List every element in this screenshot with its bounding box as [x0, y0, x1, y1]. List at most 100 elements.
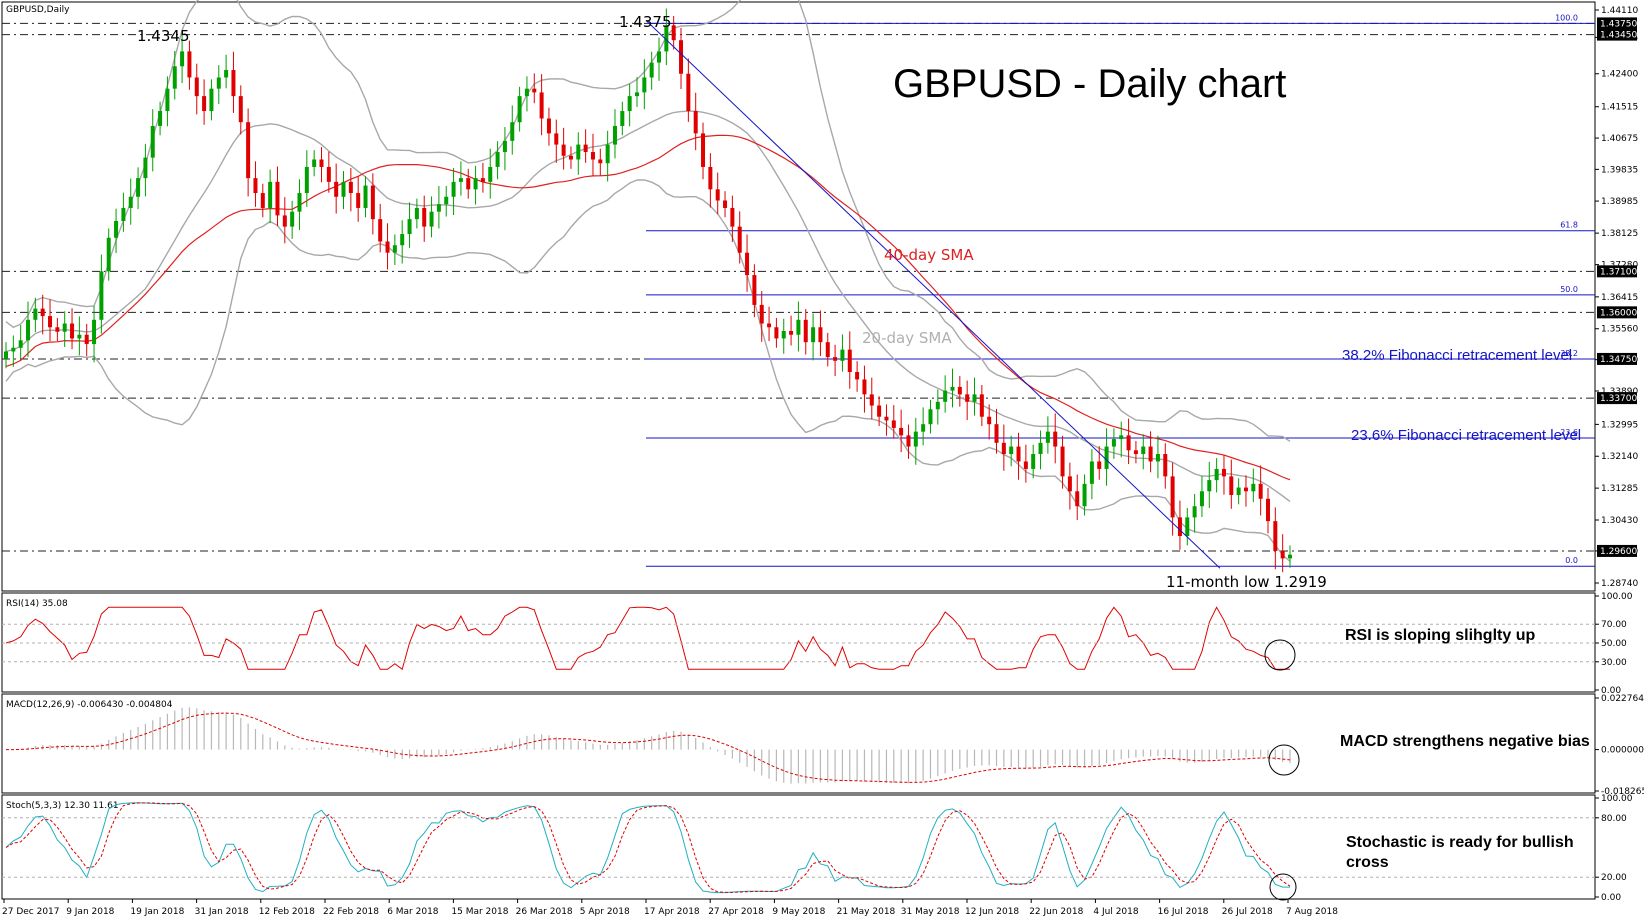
- candle-body: [48, 316, 53, 328]
- candle-body: [378, 219, 383, 242]
- candle-body: [1009, 446, 1014, 455]
- macd-histogram: [6, 707, 1291, 784]
- candle-body: [224, 70, 229, 78]
- date-tick-label: 31 May 2018: [901, 907, 960, 917]
- candle-body: [598, 159, 603, 164]
- candle-body: [370, 185, 375, 220]
- candle-body: [620, 111, 625, 126]
- stoch-d-line: [5, 802, 1291, 893]
- price-tag-box: [1597, 306, 1637, 319]
- candle-body: [466, 178, 471, 190]
- price-tag-label: 1.33700: [1600, 394, 1637, 404]
- fib-label-3: 38.2: [1560, 349, 1578, 358]
- date-tick-label: 12 Jun 2018: [965, 907, 1019, 917]
- candle-body: [1214, 468, 1219, 481]
- candle-body: [1280, 550, 1285, 559]
- candle-body: [737, 226, 742, 253]
- fib-label-0: 100.0: [1555, 13, 1578, 22]
- candle-body: [26, 319, 31, 341]
- candle-body: [1119, 435, 1124, 440]
- candle-body: [759, 304, 764, 324]
- candle-body: [869, 394, 874, 406]
- price-tag-label: 1.37100: [1600, 267, 1637, 277]
- candle-body: [568, 155, 573, 160]
- price-tag-box: [1597, 28, 1637, 41]
- price-tick-label: 1.31285: [1601, 484, 1638, 494]
- price-tag-label: 1.34750: [1600, 355, 1637, 365]
- candle-body: [679, 40, 684, 74]
- candle-body: [818, 327, 823, 343]
- candle-body: [583, 144, 588, 153]
- candle-body: [1126, 435, 1131, 451]
- candle-body: [480, 178, 485, 182]
- candle-body: [40, 308, 45, 317]
- candle-body: [1031, 454, 1036, 469]
- candle-body: [935, 401, 940, 410]
- candle-body: [546, 118, 551, 134]
- candle-body: [429, 211, 434, 227]
- candle-body: [62, 323, 67, 332]
- candle-body: [979, 394, 984, 417]
- candle-body: [1265, 498, 1270, 522]
- candle-body: [319, 159, 324, 167]
- sma20-line: [5, 110, 1291, 502]
- candle-body: [840, 349, 845, 361]
- candle-body: [502, 140, 507, 153]
- candle-body: [906, 435, 911, 447]
- price-tick-label: 1.36415: [1601, 293, 1638, 303]
- rsi-annotation: RSI is sloping slihglty up: [1345, 627, 1535, 644]
- candle-body: [833, 357, 838, 361]
- price-tick-label: 1.35560: [1601, 325, 1638, 335]
- macd-label: MACD(12,26,9) -0.006430 -0.004804: [6, 700, 173, 710]
- candle-body: [18, 340, 23, 348]
- candle-body: [921, 424, 926, 432]
- candle-body: [114, 221, 119, 238]
- candle-body: [253, 178, 258, 194]
- macd-signal-line: [6, 712, 1291, 783]
- price-axis: 1.441101.433751.424001.415151.406751.398…: [1595, 6, 1638, 589]
- price-tag-box: [1597, 544, 1637, 557]
- candle-body: [1199, 491, 1204, 507]
- candle-body: [304, 166, 309, 194]
- candle-body: [811, 327, 816, 343]
- price-tag-box: [1597, 265, 1637, 278]
- candle-body: [1163, 454, 1168, 477]
- candle-body: [158, 111, 163, 126]
- candle-body: [290, 211, 295, 227]
- price-panel: GBPUSD,Daily GBPUSD - Daily chart 100.0 6…: [1, 0, 1638, 592]
- candle-body: [1221, 468, 1226, 477]
- candle-body: [855, 371, 860, 380]
- stoch-lines: [5, 802, 1291, 894]
- rsi-tick-label: 0.00: [1601, 686, 1621, 696]
- candle-body: [334, 181, 339, 197]
- candle-body: [165, 88, 170, 112]
- price-tick-label: 1.38125: [1601, 229, 1638, 239]
- candle-body: [862, 379, 867, 395]
- candle-body: [1229, 476, 1234, 496]
- candle-body: [781, 330, 786, 339]
- candle-body: [348, 181, 353, 194]
- candle-body: [77, 334, 82, 339]
- candle-body: [561, 144, 566, 156]
- candle-body: [1038, 442, 1043, 455]
- candle-body: [209, 88, 214, 112]
- rsi-tick-label: 50.00: [1601, 639, 1627, 649]
- rsi-tick-label: 70.00: [1601, 620, 1627, 630]
- candle-body: [877, 405, 882, 417]
- annotation-high-1: 1.4345: [137, 27, 190, 45]
- stoch-label: Stoch(5,3,3) 12.30 11.61: [6, 801, 119, 811]
- candle-body: [216, 77, 221, 89]
- date-tick-label: 26 Mar 2018: [516, 907, 573, 917]
- candle-body: [524, 88, 529, 97]
- candle-body: [150, 125, 155, 158]
- fibonacci-levels: 100.0 61.8 50.0 38.2 23.6 0.0: [646, 13, 1595, 567]
- symbol-label: GBPUSD,Daily: [6, 5, 70, 15]
- candle-body: [642, 77, 647, 93]
- candle-body: [957, 386, 962, 395]
- price-tick-label: 1.38985: [1601, 197, 1638, 207]
- date-tick-label: 7 Aug 2018: [1286, 907, 1338, 917]
- candle-body: [928, 409, 933, 425]
- macd-tick-label: 0.022764: [1601, 694, 1644, 704]
- candle-body: [422, 207, 427, 227]
- candle-body: [1185, 517, 1190, 537]
